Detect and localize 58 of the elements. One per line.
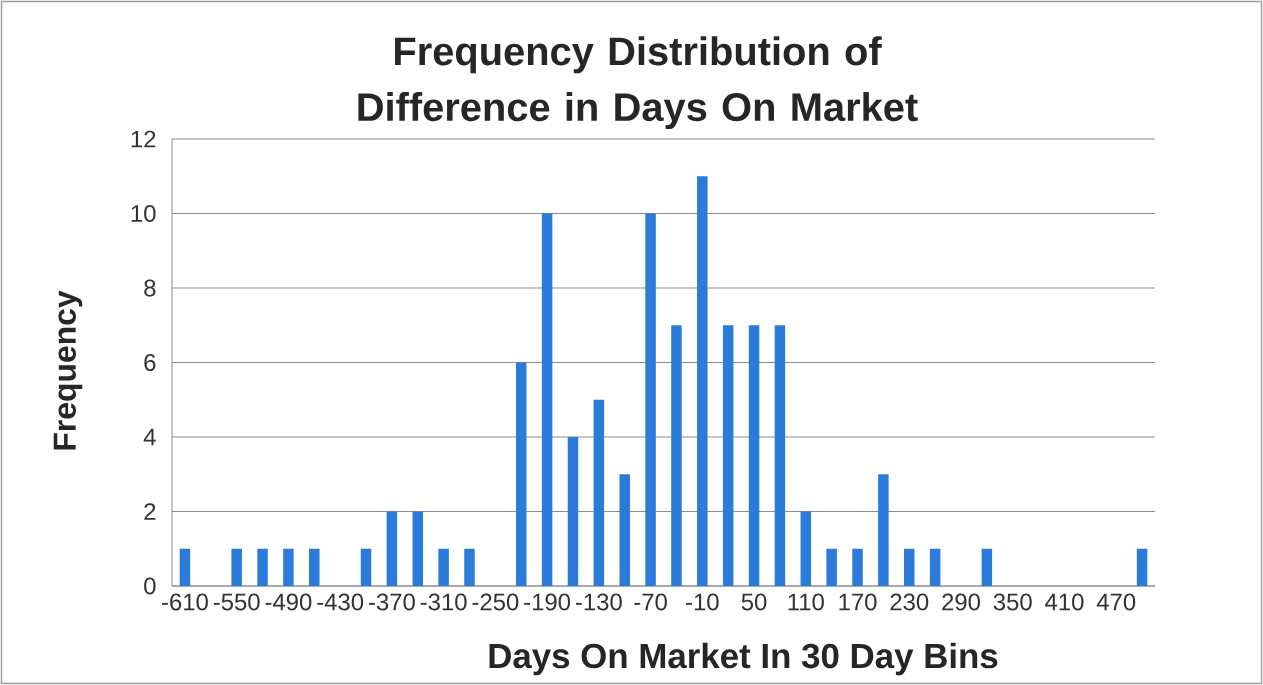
x-tick-label: -430 (317, 593, 364, 611)
bar (878, 474, 889, 586)
bar (981, 548, 993, 586)
x-tick-label: -490 (265, 593, 312, 611)
x-tick-label: 230 (890, 593, 929, 611)
x-tick-label: 410 (1045, 593, 1084, 611)
bar (774, 325, 786, 586)
bar (283, 548, 294, 586)
x-tick-label: 470 (1096, 593, 1136, 611)
bar (904, 548, 915, 586)
bar (671, 325, 682, 586)
bar (748, 325, 760, 586)
bar (826, 548, 837, 586)
x-tick-label: -190 (524, 593, 571, 611)
x-tick-label: -610 (162, 593, 208, 611)
x-tick-label: -70 (634, 593, 667, 611)
bar (257, 548, 268, 586)
bar (412, 511, 423, 586)
x-tick-label: -310 (420, 593, 467, 611)
y-tick-label: 4 (143, 428, 156, 446)
chart-title: Frequency Distribution of Difference in Days On Market (358, 36, 918, 130)
x-tick-label: 170 (839, 593, 877, 611)
x-axis-title: Days On Market In 30 Day Bins (489, 642, 998, 676)
y-tick-label: 10 (131, 205, 156, 222)
bar (722, 325, 734, 586)
bar (697, 176, 708, 586)
x-tick-label: 110 (788, 593, 824, 611)
bar (619, 474, 630, 586)
bar (386, 511, 398, 586)
bar (929, 548, 941, 586)
bar (541, 213, 553, 586)
x-tick-label: -550 (213, 593, 260, 611)
bar (852, 548, 863, 586)
bar (438, 548, 449, 586)
y-tick-label: 2 (144, 503, 156, 520)
x-tick-label: 290 (942, 593, 980, 611)
bar (593, 399, 605, 586)
bar (231, 548, 242, 586)
x-tick-label: -10 (686, 593, 719, 611)
x-tick-label: -250 (472, 593, 519, 611)
bar (179, 548, 191, 586)
y-tick-label: 0 (144, 577, 156, 595)
bar (515, 362, 527, 586)
bar (1136, 548, 1148, 586)
bar (464, 548, 475, 586)
y-tick-label: 8 (144, 279, 156, 297)
bar (567, 437, 579, 586)
y-tick-label: 6 (144, 354, 156, 371)
bar (360, 548, 372, 586)
bar (800, 511, 812, 586)
x-tick-label: 50 (741, 593, 767, 611)
x-tick-label: -130 (575, 593, 622, 611)
y-tick-label: 12 (131, 130, 156, 148)
bar (309, 548, 320, 586)
x-tick-label: 350 (993, 593, 1032, 611)
bar (645, 213, 656, 586)
y-axis-title: Frequency (53, 290, 83, 450)
x-tick-label: -370 (369, 593, 415, 611)
